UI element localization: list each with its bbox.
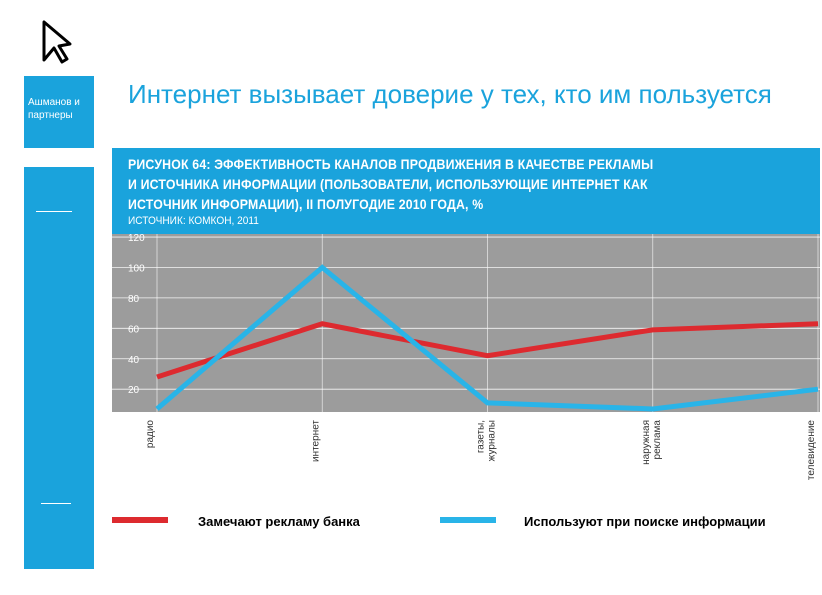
legend-label: Используют при поиске информации: [524, 514, 766, 529]
legend-swatch: [112, 517, 168, 523]
company-logo: [40, 20, 72, 64]
chart-header: РИСУНОК 64: ЭФФЕКТИВНОСТЬ КАНАЛОВ ПРОДВИ…: [112, 148, 820, 234]
x-tick-label: наружнаяреклама: [641, 420, 663, 465]
y-tick-label: 40: [128, 355, 140, 366]
x-tick-label: интернет: [310, 420, 321, 462]
y-tick-label: 80: [128, 294, 140, 305]
x-tick-label: телевидение: [806, 420, 817, 480]
y-tick-label: 20: [128, 385, 140, 396]
chart-title-line-3: ИСТОЧНИК ИНФОРМАЦИИ), II ПОЛУГОДИЕ 2010 …: [128, 196, 484, 212]
company-name: Ашманов и партнеры: [28, 97, 80, 121]
legend-swatch: [440, 517, 496, 523]
y-tick-label: 60: [128, 324, 140, 335]
sidebar-divider: [36, 211, 72, 212]
legend-label: Замечают рекламу банка: [198, 514, 361, 529]
sidebar-brand-block: Ашманов и партнеры: [24, 76, 94, 148]
x-tick-label: газеты,журналы: [476, 420, 498, 461]
y-tick-label: 100: [128, 263, 145, 274]
page-title: Интернет вызывает доверие у тех, кто им …: [128, 79, 772, 109]
y-tick-label: 120: [128, 233, 145, 244]
chart-source: ИСТОЧНИК: КОМКОН, 2011: [128, 215, 259, 227]
x-tick-label: радио: [145, 420, 156, 449]
sidebar-divider: [41, 503, 71, 504]
sidebar-panel: [24, 167, 94, 569]
chart-title-line-2: И ИСТОЧНИКА ИНФОРМАЦИИ (ПОЛЬЗОВАТЕЛИ, ИС…: [128, 176, 648, 192]
chart-title-line-1: РИСУНОК 64: ЭФФЕКТИВНОСТЬ КАНАЛОВ ПРОДВИ…: [128, 156, 654, 172]
